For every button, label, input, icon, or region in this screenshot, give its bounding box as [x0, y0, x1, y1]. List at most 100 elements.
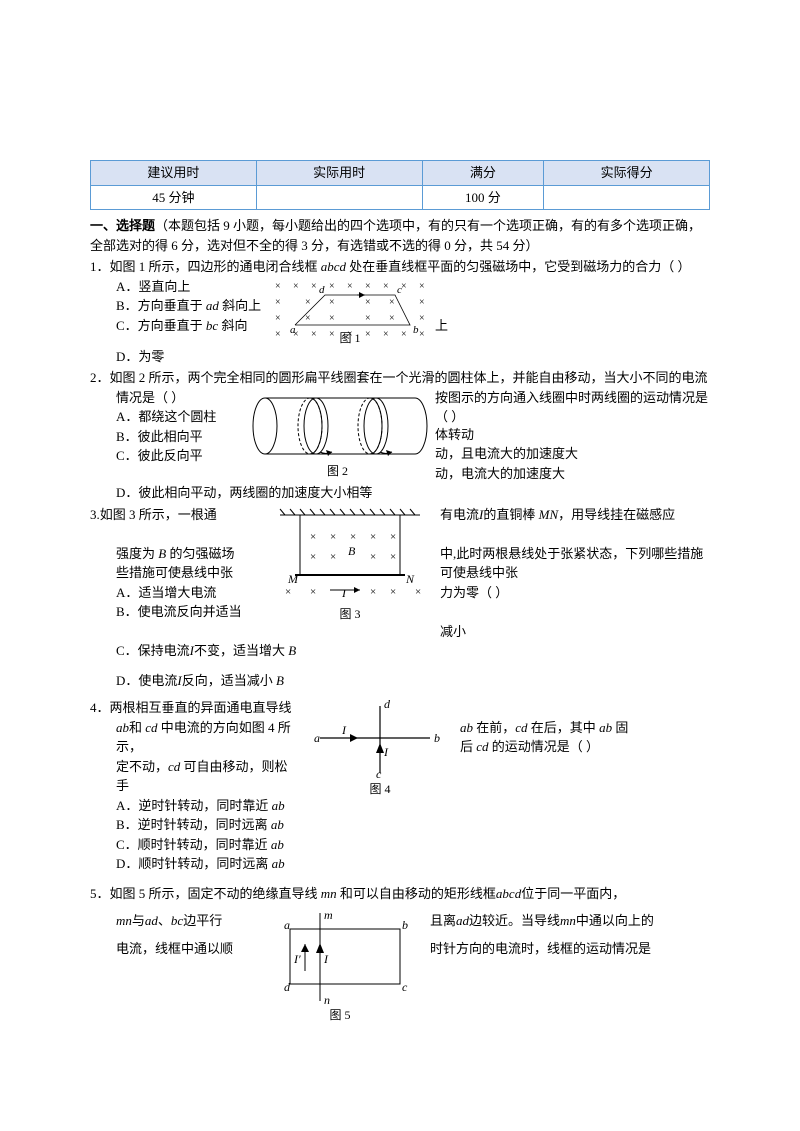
q3-l2-l-a: 强度为: [116, 546, 158, 561]
q5-r2-ad: ad: [456, 913, 469, 928]
svg-text:×: ×: [365, 329, 371, 340]
figure-2: 图 2: [240, 388, 435, 480]
q3-opt-c: C．保持电流I不变，适当增大 B: [90, 641, 710, 661]
q2-stem-r: 按图示的方向通入线圈中时两线圈的运动情况是（ ）: [435, 388, 710, 427]
q4-r1-a: 在前，: [473, 720, 515, 735]
q5-r3: 时针方向的电流时，线框的运动情况是: [430, 939, 710, 959]
q1-opt-c-b: 斜向: [218, 318, 247, 333]
svg-text:×: ×: [329, 297, 335, 308]
svg-text:×: ×: [275, 329, 281, 340]
svg-text:n: n: [324, 993, 330, 1006]
svg-text:b: b: [434, 731, 440, 745]
q5-r2-mn: mn: [560, 913, 576, 928]
q4-r1-ab2: ab: [599, 720, 612, 735]
q4-l1: 4．两根相互垂直的异面通电直导线: [90, 698, 300, 718]
svg-text:×: ×: [329, 313, 335, 324]
svg-text:×: ×: [390, 551, 396, 563]
svg-text:×: ×: [389, 313, 395, 324]
q1-opt-d: D．为零: [90, 347, 710, 367]
q3-l3-l: 些措施可使悬线中张: [90, 563, 260, 583]
time-score-table: 建议用时 实际用时 满分 实际得分 45 分钟 100 分: [90, 160, 710, 210]
q2-opt-b-l: B．彼此相向平: [90, 427, 240, 447]
q3-l2-l: 强度为 B 的匀强磁场: [90, 544, 260, 564]
q3-opt-b-r: 减小: [440, 622, 710, 642]
q4-l2-a: 和: [129, 720, 145, 735]
svg-text:×: ×: [311, 329, 317, 340]
td-actual-time: [256, 185, 422, 210]
svg-text:×: ×: [370, 531, 376, 543]
q4-opt-c-ab: ab: [271, 837, 284, 852]
q3-l2-r: 中,此时两根悬线处于张紧状态，下列哪些措施可使悬线中张: [440, 544, 710, 583]
q4-opt-c: C．顺时针转动，同时靠近 ab: [90, 835, 710, 855]
q4-r1-b: 在后，其中: [528, 720, 600, 735]
q5-l2-mn: mn: [116, 913, 132, 928]
svg-text:×: ×: [419, 281, 425, 292]
svg-text:×: ×: [419, 329, 425, 340]
svg-text:×: ×: [419, 297, 425, 308]
q3-opt-c-a: C．保持电流: [116, 643, 190, 658]
q1-stem-a: 1．如图 1 所示，四边形的通电闭合线框: [90, 259, 321, 274]
svg-text:×: ×: [275, 297, 281, 308]
q1-opt-c-right: 上: [435, 316, 535, 336]
section-1-intro: 一、选择题（本题包括 9 小题，每小题给出的四个选项中，有的只有一个选项正确，有…: [90, 216, 710, 255]
q5-stem-mn: mn: [321, 886, 337, 901]
svg-text:I: I: [383, 745, 389, 759]
q4-r1-cd: cd: [515, 720, 527, 735]
svg-text:d: d: [384, 698, 391, 711]
q1-opt-b-ital: ad: [206, 298, 219, 313]
q4-l2: ab和 cd 中电流的方向如图 4 所示，: [90, 718, 300, 757]
svg-text:×: ×: [370, 551, 376, 563]
svg-text:m: m: [324, 911, 333, 922]
q4-opt-b-ab: ab: [271, 817, 284, 832]
figure-3-label: 图 3: [260, 605, 440, 623]
q5-l2-bc: bc: [171, 913, 183, 928]
q4-r1: ab 在前，cd 在后，其中 ab 固: [460, 718, 710, 738]
svg-text:b: b: [402, 918, 408, 932]
svg-text:×: ×: [383, 281, 389, 292]
q5-l3: 电流，线框中通以顺: [90, 939, 250, 959]
svg-text:a: a: [314, 731, 320, 745]
q2-stem-left2: 情况是（ ）: [90, 388, 240, 408]
svg-text:×: ×: [329, 329, 335, 340]
svg-text:×: ×: [310, 551, 316, 563]
q2-opt-d: D．彼此相向平动，两线圈的加速度大小相等: [90, 483, 710, 503]
q5-l2-a: 与: [132, 913, 145, 928]
svg-text:I: I: [341, 586, 347, 600]
q4-opt-d: D．顺时针转动，同时远离 ab: [90, 854, 710, 874]
figure-3: ××××× ×××× ××××× B M N I 图 3: [260, 505, 440, 623]
svg-text:×: ×: [350, 531, 356, 543]
svg-text:×: ×: [365, 313, 371, 324]
svg-text:a: a: [290, 324, 296, 336]
q4-r2-a: 后: [460, 739, 476, 754]
section-1-title: 一、选择题: [90, 218, 155, 233]
q2-opt-c-l: C．彼此反向平: [90, 446, 240, 466]
th-actual-time: 实际用时: [256, 161, 422, 186]
q1-opt-c-left: C．方向垂直于 bc 斜向: [90, 316, 265, 336]
svg-text:×: ×: [285, 586, 291, 598]
td-suggested-time: 45 分钟: [91, 185, 257, 210]
q3-l3-r: 力为零（ ）: [440, 583, 710, 603]
q1-opt-c-ital: bc: [206, 318, 218, 333]
q5-stem-1: 5．如图 5 所示，固定不动的绝缘直导线 mn 和可以自由移动的矩形线框abcd…: [90, 884, 710, 904]
q4-l2-cd: cd: [145, 720, 157, 735]
svg-text:×: ×: [329, 281, 335, 292]
q2-stem-line1: 2．如图 2 所示，两个完全相同的圆形扁平线圈套在一个光滑的圆柱体上，并能自由移…: [90, 368, 710, 388]
svg-text:×: ×: [275, 313, 281, 324]
svg-text:×: ×: [347, 281, 353, 292]
q5-r2-b: 边较近。当导线: [469, 913, 560, 928]
svg-text:×: ×: [310, 531, 316, 543]
q5-l2-c: 边平行: [183, 913, 222, 928]
q4-opt-a-ab: ab: [272, 798, 285, 813]
q4-opt-a-t: A．逆时针转动，同时靠近: [116, 798, 272, 813]
q4-l3-a: 定不动，: [116, 759, 168, 774]
svg-text:×: ×: [330, 531, 336, 543]
q5-r2: 且离ad边较近。当导线mn中通以向上的: [430, 911, 710, 931]
q1-opt-c-a: C．方向垂直于: [116, 318, 206, 333]
svg-text:a: a: [284, 918, 290, 932]
q4-r1-ab: ab: [460, 720, 473, 735]
svg-text:d: d: [319, 284, 325, 296]
q4-r1-c: 固: [612, 720, 628, 735]
figure-4-label: 图 4: [300, 780, 460, 798]
q4-l3: 定不动，cd 可自由移动，则松手: [90, 757, 300, 796]
q1-opt-a: A．竖直向上: [90, 277, 265, 297]
